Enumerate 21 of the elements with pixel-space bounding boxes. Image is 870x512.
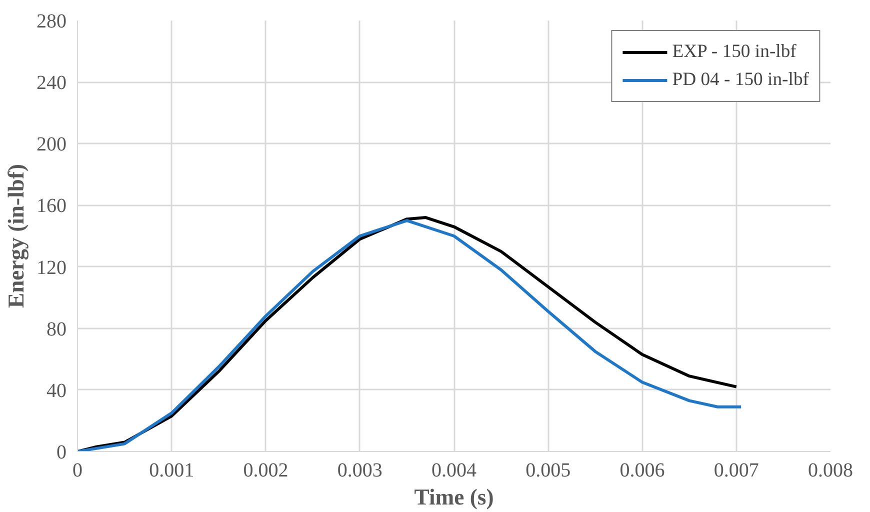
- x-tick-label: 0.006: [620, 460, 665, 482]
- y-tick-label: 40: [46, 380, 66, 402]
- x-tick-label: 0.005: [526, 460, 571, 482]
- x-tick-label: 0.002: [243, 460, 288, 482]
- y-tick-label: 240: [36, 72, 66, 94]
- x-tick-label: 0.003: [337, 460, 382, 482]
- y-axis-title: Energy (in-lbf): [4, 164, 28, 308]
- y-tick-label: 120: [36, 256, 66, 279]
- y-tick-label: 80: [46, 318, 66, 340]
- legend-label: PD 04 - 150 in-lbf: [672, 69, 809, 91]
- legend-label: EXP - 150 in-lbf: [672, 41, 796, 63]
- x-tick-label: 0.001: [149, 460, 194, 482]
- y-tick-label: 160: [36, 195, 66, 218]
- y-tick-label: 0: [56, 442, 66, 464]
- x-tick-label: 0.007: [714, 460, 759, 482]
- x-tick-label: 0: [72, 460, 82, 482]
- x-tick-label: 0.004: [432, 460, 476, 482]
- x-axis-title: Time (s): [414, 484, 494, 510]
- y-tick-label: 280: [36, 10, 66, 32]
- y-tick-label: 200: [36, 134, 66, 156]
- x-tick-label: 0.008: [808, 460, 853, 482]
